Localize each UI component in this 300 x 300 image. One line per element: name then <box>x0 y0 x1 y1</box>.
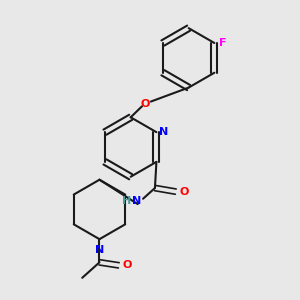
Text: O: O <box>141 99 150 109</box>
Text: F: F <box>219 38 226 48</box>
Text: O: O <box>180 187 189 196</box>
Text: H: H <box>122 196 131 206</box>
Text: N: N <box>133 196 142 206</box>
Text: O: O <box>123 260 132 270</box>
Text: N: N <box>158 127 168 137</box>
Text: N: N <box>95 245 104 255</box>
